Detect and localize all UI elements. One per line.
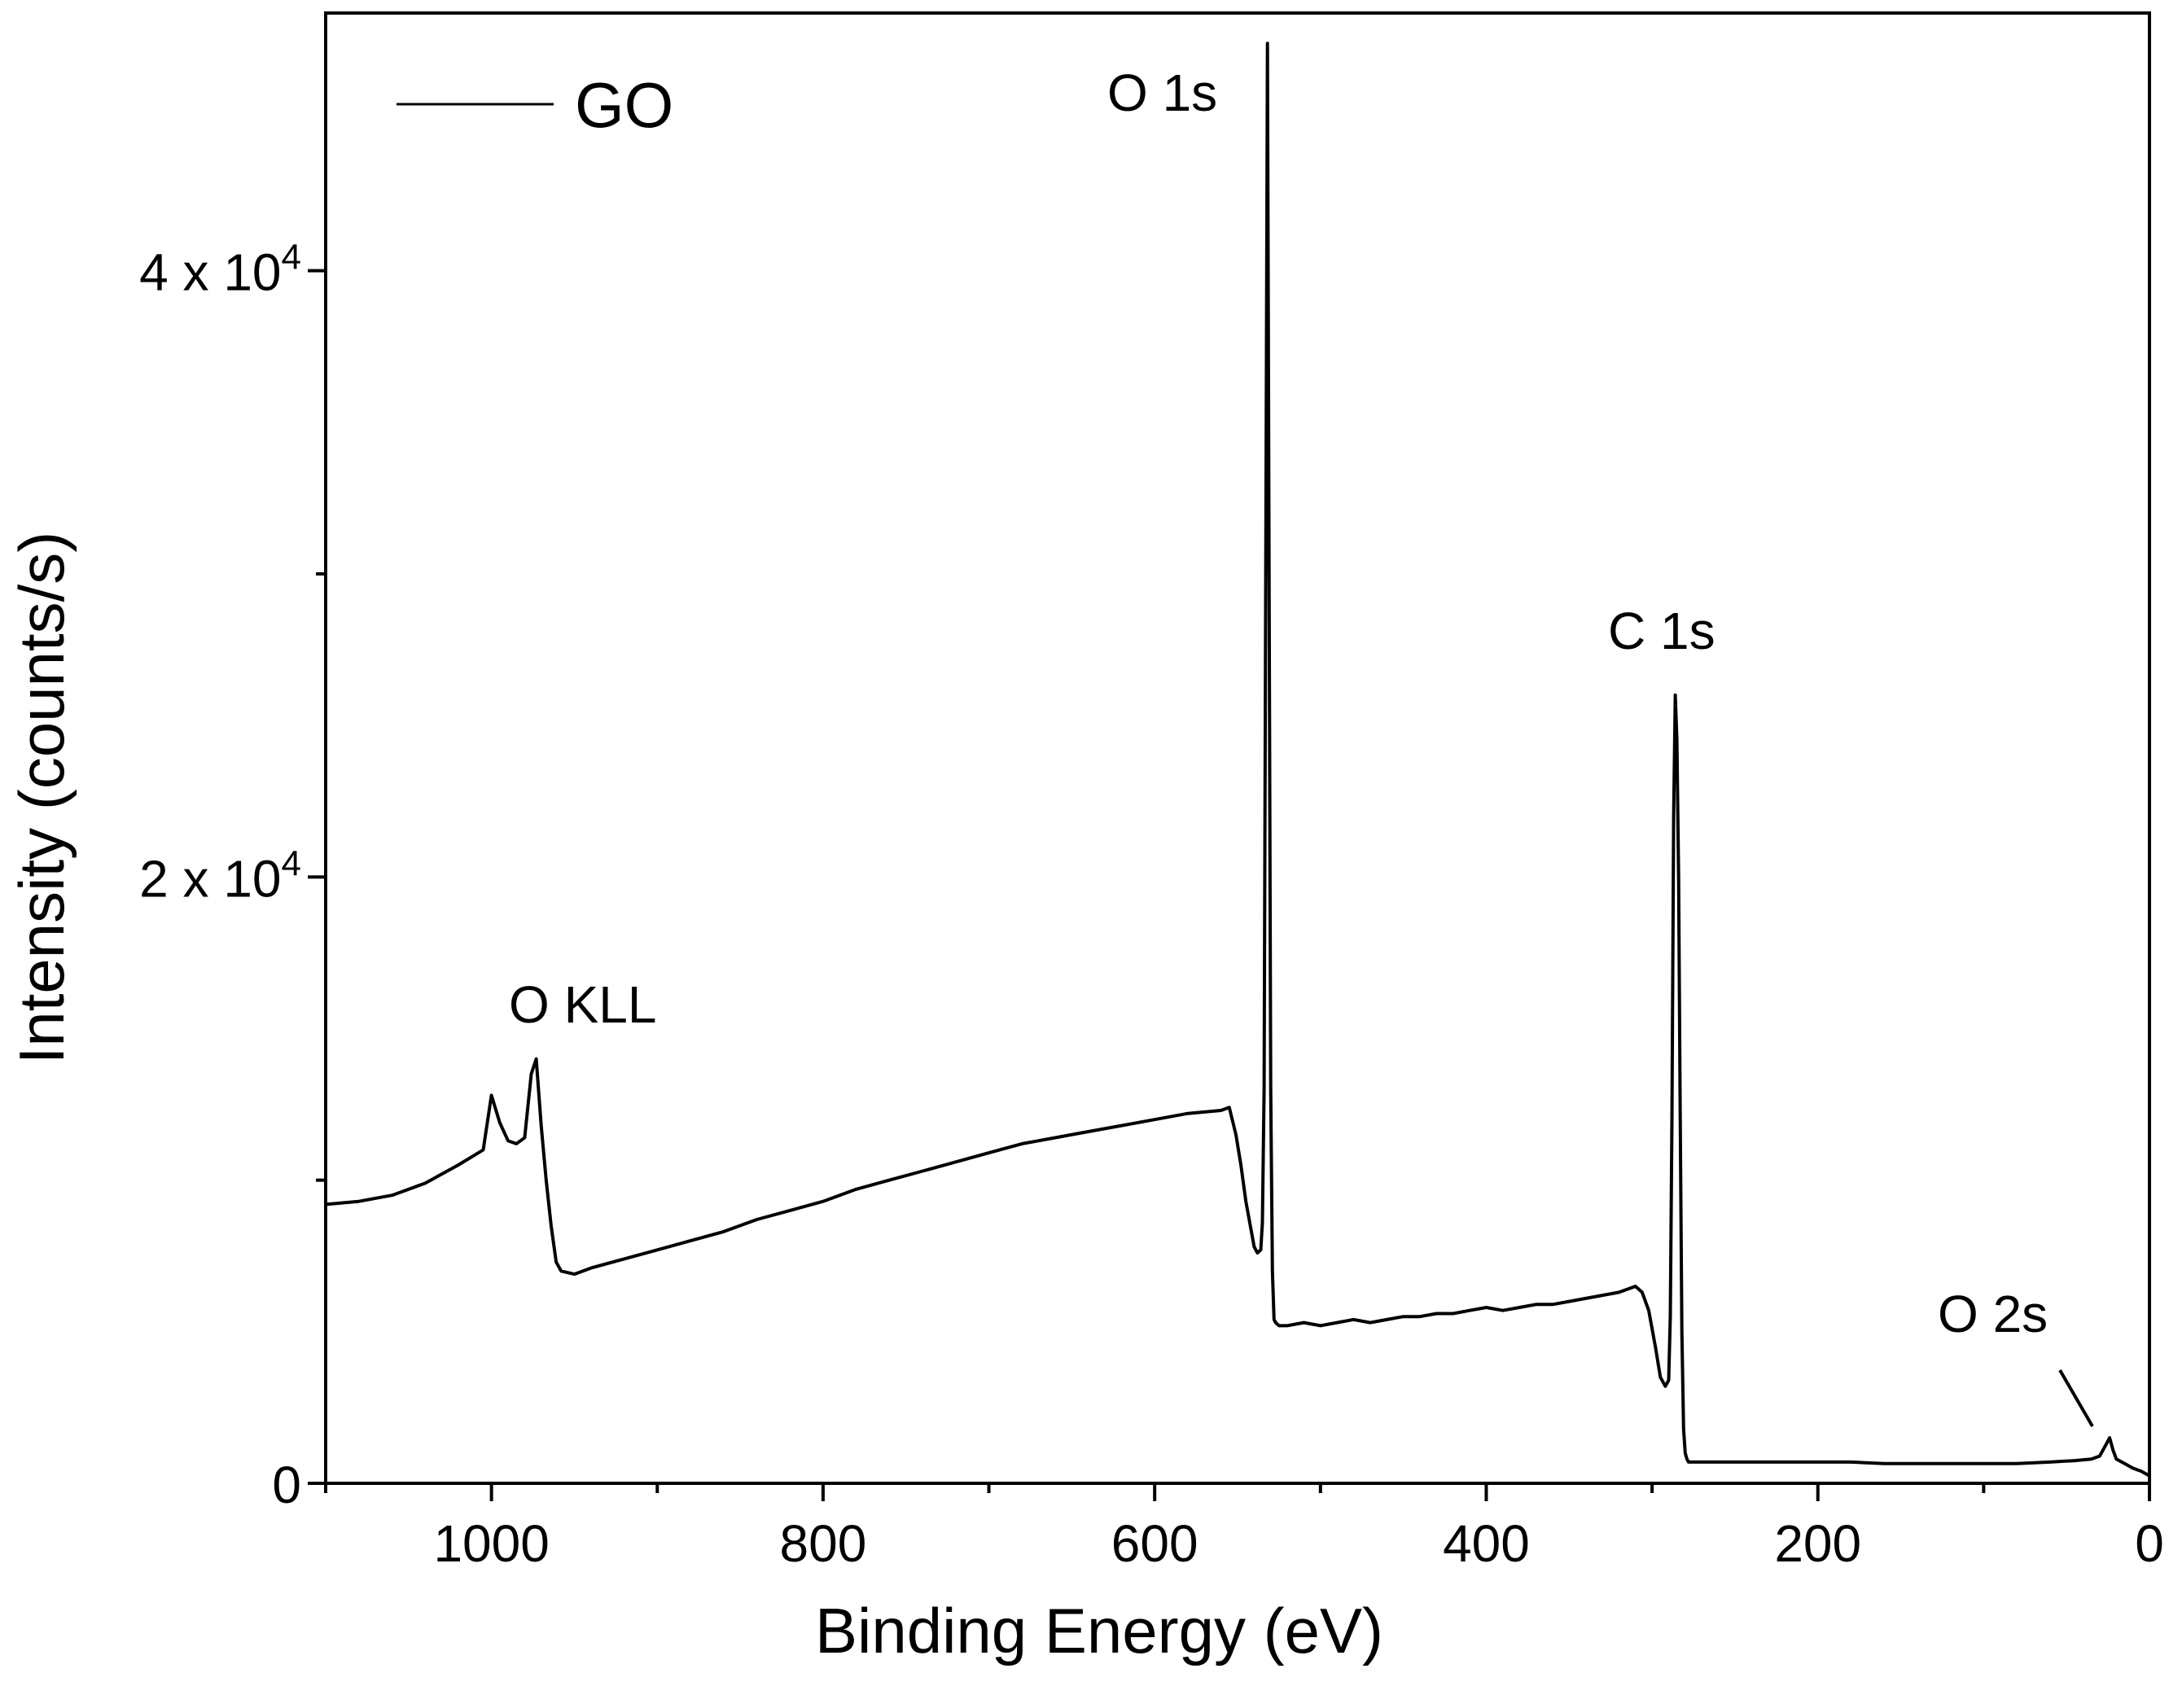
y-axis-title: Intensity (counts/s) <box>6 532 77 1065</box>
y-tick-label-0: 0 <box>272 1456 301 1514</box>
x-axis-title: Binding Energy (eV) <box>815 1595 1383 1666</box>
annotation-o-1s: O 1s <box>1107 64 1217 122</box>
y-axis: 0 2 x 104 4 x 104 <box>139 238 326 1514</box>
plot-frame <box>324 11 2151 1485</box>
x-tick-label-600: 600 <box>1111 1514 1198 1573</box>
x-tick-label-0: 0 <box>2135 1514 2164 1573</box>
annotation-o-2s: O 2s <box>1938 1285 2048 1343</box>
x-axis: 1000 800 600 400 200 0 <box>324 1483 2164 1573</box>
x-tick-label-200: 200 <box>1774 1514 1861 1573</box>
annotation-o-kll: O KLL <box>509 975 656 1034</box>
series-line-go <box>325 42 2150 1478</box>
x-tick-label-1000: 1000 <box>433 1514 549 1573</box>
legend-label-go: GO <box>575 69 673 141</box>
y-tick-label-40000: 4 x 104 <box>139 238 301 302</box>
annotation-c-1s: C 1s <box>1608 602 1715 660</box>
x-tick-label-800: 800 <box>780 1514 867 1573</box>
y-tick-label-20000: 2 x 104 <box>139 843 301 908</box>
x-tick-label-400: 400 <box>1443 1514 1530 1573</box>
annotation-o-2s-leader <box>2058 1369 2094 1428</box>
